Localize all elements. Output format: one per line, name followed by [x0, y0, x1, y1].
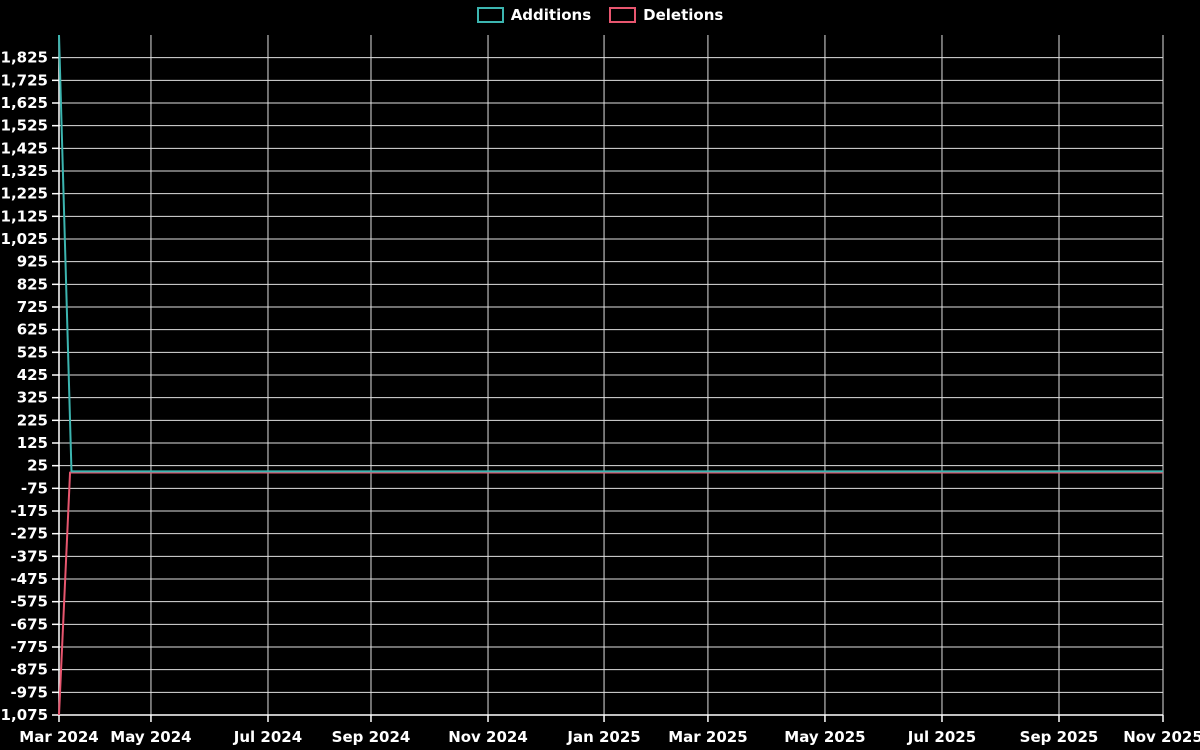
y-tick-label: 1,125 [1, 207, 48, 225]
y-tick-label: 1,025 [1, 230, 48, 248]
series-line-deletions [58, 471, 1163, 716]
y-tick-label: 1,325 [1, 162, 48, 180]
x-tick-label: Nov 2025 [1123, 728, 1200, 746]
y-tick-label: 725 [17, 298, 48, 316]
legend-item-additions[interactable]: Additions [476, 5, 592, 24]
x-tick-label: Jul 2025 [907, 728, 976, 746]
additions-swatch-icon [476, 7, 504, 23]
y-tick-label: -975 [10, 683, 48, 701]
y-tick-label: -775 [10, 638, 48, 656]
y-tick-label: -75 [21, 479, 48, 497]
y-tick-label: 325 [17, 389, 48, 407]
x-tick-label: Sep 2025 [1020, 728, 1099, 746]
y-tick-label: 125 [17, 434, 48, 452]
y-tick-label: -475 [10, 570, 48, 588]
legend-label-additions: Additions [510, 5, 592, 24]
y-tick-label: -575 [10, 593, 48, 611]
chart-legend: Additions Deletions [0, 7, 1200, 23]
legend-item-deletions[interactable]: Deletions [609, 7, 723, 23]
y-tick-label: 1,425 [1, 139, 48, 157]
x-tick-label: Sep 2024 [332, 728, 411, 746]
y-tick-label: 25 [27, 457, 48, 475]
y-tick-label: 825 [17, 275, 48, 293]
y-tick-label: -675 [10, 615, 48, 633]
y-tick-label: -375 [10, 547, 48, 565]
y-tick-label: -275 [10, 525, 48, 543]
y-tick-label: 425 [17, 366, 48, 384]
x-axis: Mar 2024 May 2024 Jul 2024 Sep 2024 Nov 2024… [19, 35, 1200, 746]
y-axis: 1,825 1,725 1,625 1,525 1,425 1,325 1,225 1,125… [0, 49, 1163, 724]
x-tick-label: Nov 2024 [448, 728, 528, 746]
x-tick-label: May 2024 [110, 728, 191, 746]
y-tick-label: 225 [17, 411, 48, 429]
y-tick-label: 1,225 [1, 185, 48, 203]
legend-label-deletions: Deletions [643, 5, 724, 24]
x-tick-label: Mar 2024 [19, 728, 98, 746]
y-tick-label: 525 [17, 343, 48, 361]
y-tick-label: -1,075 [0, 706, 48, 724]
y-tick-label: 1,525 [1, 117, 48, 135]
y-tick-label: 1,825 [1, 49, 48, 67]
x-tick-label: Mar 2025 [668, 728, 747, 746]
y-tick-label: 1,725 [1, 71, 48, 89]
series-line-additions [58, 34, 1163, 473]
x-tick-label: May 2025 [784, 728, 865, 746]
y-tick-label: -875 [10, 661, 48, 679]
y-tick-label: 625 [17, 321, 48, 339]
deletions-swatch-icon [609, 7, 637, 23]
y-tick-label: -175 [10, 502, 48, 520]
x-tick-label: Jul 2024 [233, 728, 302, 746]
y-tick-label: 925 [17, 253, 48, 271]
y-tick-label: 1,625 [1, 94, 48, 112]
x-tick-label: Jan 2025 [566, 728, 640, 746]
